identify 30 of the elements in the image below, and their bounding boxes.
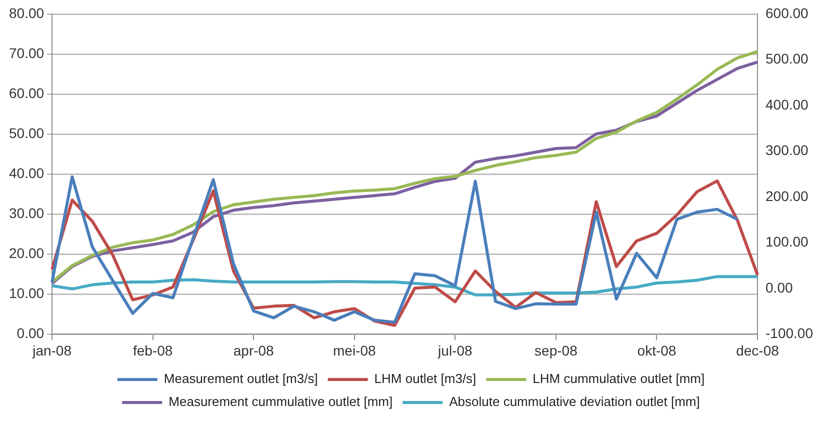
x-tick-label: sep-08: [534, 342, 578, 358]
x-tick-label: okt-08: [637, 342, 676, 358]
y-tick-label: 60.00: [8, 84, 44, 101]
y-tick-label: 70.00: [8, 44, 44, 61]
y-tick-label: 10.00: [8, 285, 44, 302]
y2-tick-label: 100.00: [766, 234, 809, 250]
x-tick-label: feb-08: [132, 342, 173, 358]
x-tick-label: apr-08: [233, 342, 274, 358]
y2-tick-label: 200.00: [766, 188, 809, 204]
y2-tick-label: 300.00: [766, 142, 809, 158]
y-tick-label: 30.00: [8, 204, 44, 221]
y2-tick-label: 500.00: [766, 50, 809, 67]
legend-label: Absolute cummulative deviation outlet [mm]: [449, 394, 700, 410]
y-tick-label: 50.00: [8, 124, 44, 141]
y-tick-label: 40.00: [8, 164, 44, 181]
y-tick-label: 0.00: [16, 325, 44, 342]
y2-tick-label: 600.00: [766, 4, 809, 21]
legend-label: Measurement outlet [m3/s]: [164, 371, 318, 386]
x-tick-label: dec-08: [736, 342, 780, 358]
y-tick-label: 80.00: [8, 4, 44, 21]
y-tick-label: 20.00: [8, 245, 44, 262]
y2-tick-label: 400.00: [766, 96, 809, 112]
legend-label: LHM cummulative outlet [mm]: [532, 371, 705, 386]
x-tick-label: jan-08: [32, 342, 72, 358]
legend-label: Measurement cummulative outlet [mm]: [168, 394, 393, 410]
legend-label: LHM outlet [m3/s]: [374, 371, 476, 386]
x-tick-label: mei-08: [332, 342, 376, 358]
y2-tick-label: -100.00: [766, 325, 814, 342]
y2-tick-label: 0.00: [766, 279, 793, 296]
x-tick-label: jul-08: [437, 342, 472, 358]
